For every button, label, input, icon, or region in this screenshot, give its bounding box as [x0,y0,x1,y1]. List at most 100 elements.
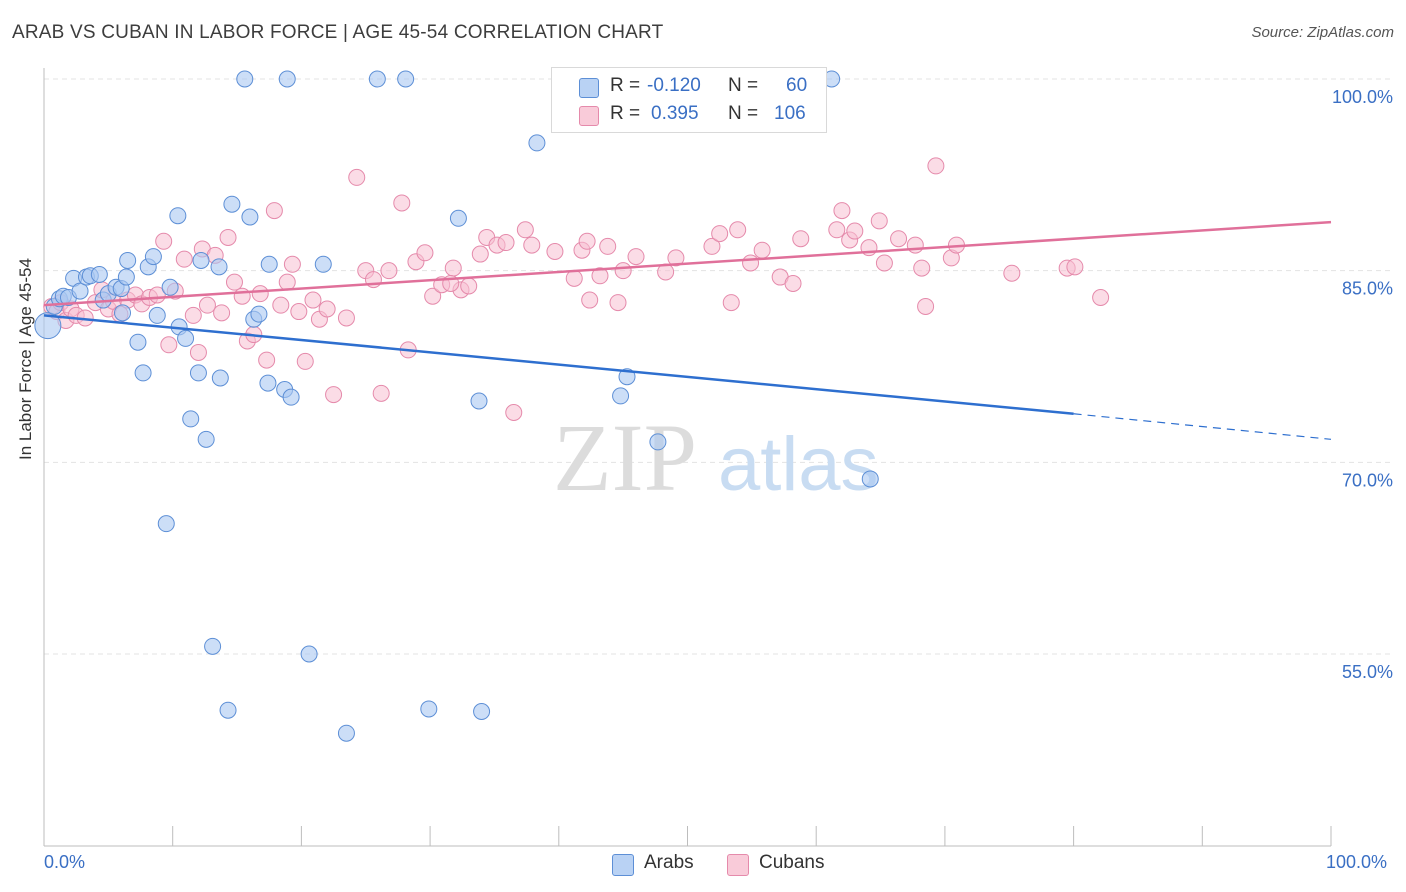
cuban-point [160,336,178,354]
cuban-point [581,291,599,309]
cuban-point [372,384,390,402]
cuban-point [927,157,945,175]
cuban-point [875,254,893,272]
cuban-point [913,259,931,277]
arab-point [197,430,215,448]
cuban-point [225,273,243,291]
cuban-point [444,259,462,277]
arabs-legend-swatch [612,854,634,876]
x-axis [43,68,1332,847]
cuban-point [614,262,632,280]
cuban-point [729,221,747,239]
cuban-point [283,255,301,273]
arab-point [189,364,207,382]
chart-title: ARAB VS CUBAN IN LABOR FORCE | AGE 45-54… [12,22,664,43]
cuban-point [189,343,207,361]
arab-point [337,724,355,742]
arab-point [282,388,300,406]
cuban-point [609,294,627,312]
arab-point [134,364,152,382]
cubans-swatch [579,106,599,126]
cuban-point [578,232,596,250]
cuban-point [565,269,583,287]
arab-point [161,278,179,296]
cuban-point [1066,258,1084,276]
cuban-point [792,230,810,248]
arab-point [236,70,254,88]
arab-point [300,645,318,663]
grid-lines [44,78,1391,655]
arab-point [211,369,229,387]
cuban-point [833,202,851,220]
arab-point [861,470,879,488]
cuban-point [198,296,216,314]
cuban-point [828,221,846,239]
cuban-point [155,232,173,250]
legend-r-label: R = [610,75,641,96]
cuban-point [711,225,729,243]
cuban-point [742,254,760,272]
cubans-legend-swatch [727,854,749,876]
cuban-point [325,386,343,404]
arab-point [129,333,147,351]
arab-point [192,251,210,269]
arab-point [114,304,132,322]
cubans-legend-label: Cubans [759,852,825,873]
arab-point [219,701,237,719]
arab-point [148,306,166,324]
x-max-label: 100.0% [1326,852,1388,872]
cuban-point [424,287,442,305]
cuban-point [471,245,489,263]
arab-point [210,258,228,276]
cuban-point [703,237,721,255]
cuban-point [599,237,617,255]
arab-point [157,515,175,533]
legend-n-label: N = [728,75,759,96]
legend-r-value: -0.120 [647,75,701,96]
cubans-series [43,157,1110,421]
cuban-point [290,303,308,321]
x-min-label: 0.0% [44,852,86,872]
cuban-point [219,228,237,246]
arab-point [420,700,438,718]
arab-point [117,268,135,286]
cuban-point [516,221,534,239]
chart-source: Source: ZipAtlas.com [1251,24,1394,41]
arab-point [241,208,259,226]
arab-point [259,374,277,392]
cuban-point [722,294,740,312]
cuban-point [184,306,202,324]
arab-point [223,195,241,213]
arab-point [278,70,296,88]
arab-point [144,248,162,266]
cuban-point [546,243,564,260]
arab-point [449,209,467,227]
cuban-point [258,351,276,369]
arabs-trend-extension [1073,413,1332,440]
cuban-point [233,287,251,305]
arab-point [612,387,630,405]
y-tick-label: 85.0% [1342,279,1393,299]
arab-point [528,134,546,152]
legend-n-value: 106 [774,103,806,124]
arab-point [34,312,62,340]
cuban-point [784,274,802,292]
cuban-point [304,291,322,309]
legend-r-value: 0.395 [651,103,699,124]
legend-n-label: N = [728,103,759,124]
arab-point [204,637,222,655]
arab-point [177,329,195,347]
cuban-point [627,248,645,266]
y-tick-label: 100.0% [1332,87,1393,107]
cuban-point [318,300,336,318]
cuban-point [917,297,935,315]
y-tick-labels: 100.0% 85.0% 70.0% 55.0% [1332,87,1393,682]
arab-point [314,255,332,273]
cuban-point [591,267,609,285]
trend-lines [43,220,1332,440]
watermark: ZIP atlas [553,404,879,511]
cuban-point [890,230,908,248]
cuban-point [348,168,366,186]
correlation-legend: R = -0.120 N = 60 R = 0.395 N = 106 [551,67,827,133]
